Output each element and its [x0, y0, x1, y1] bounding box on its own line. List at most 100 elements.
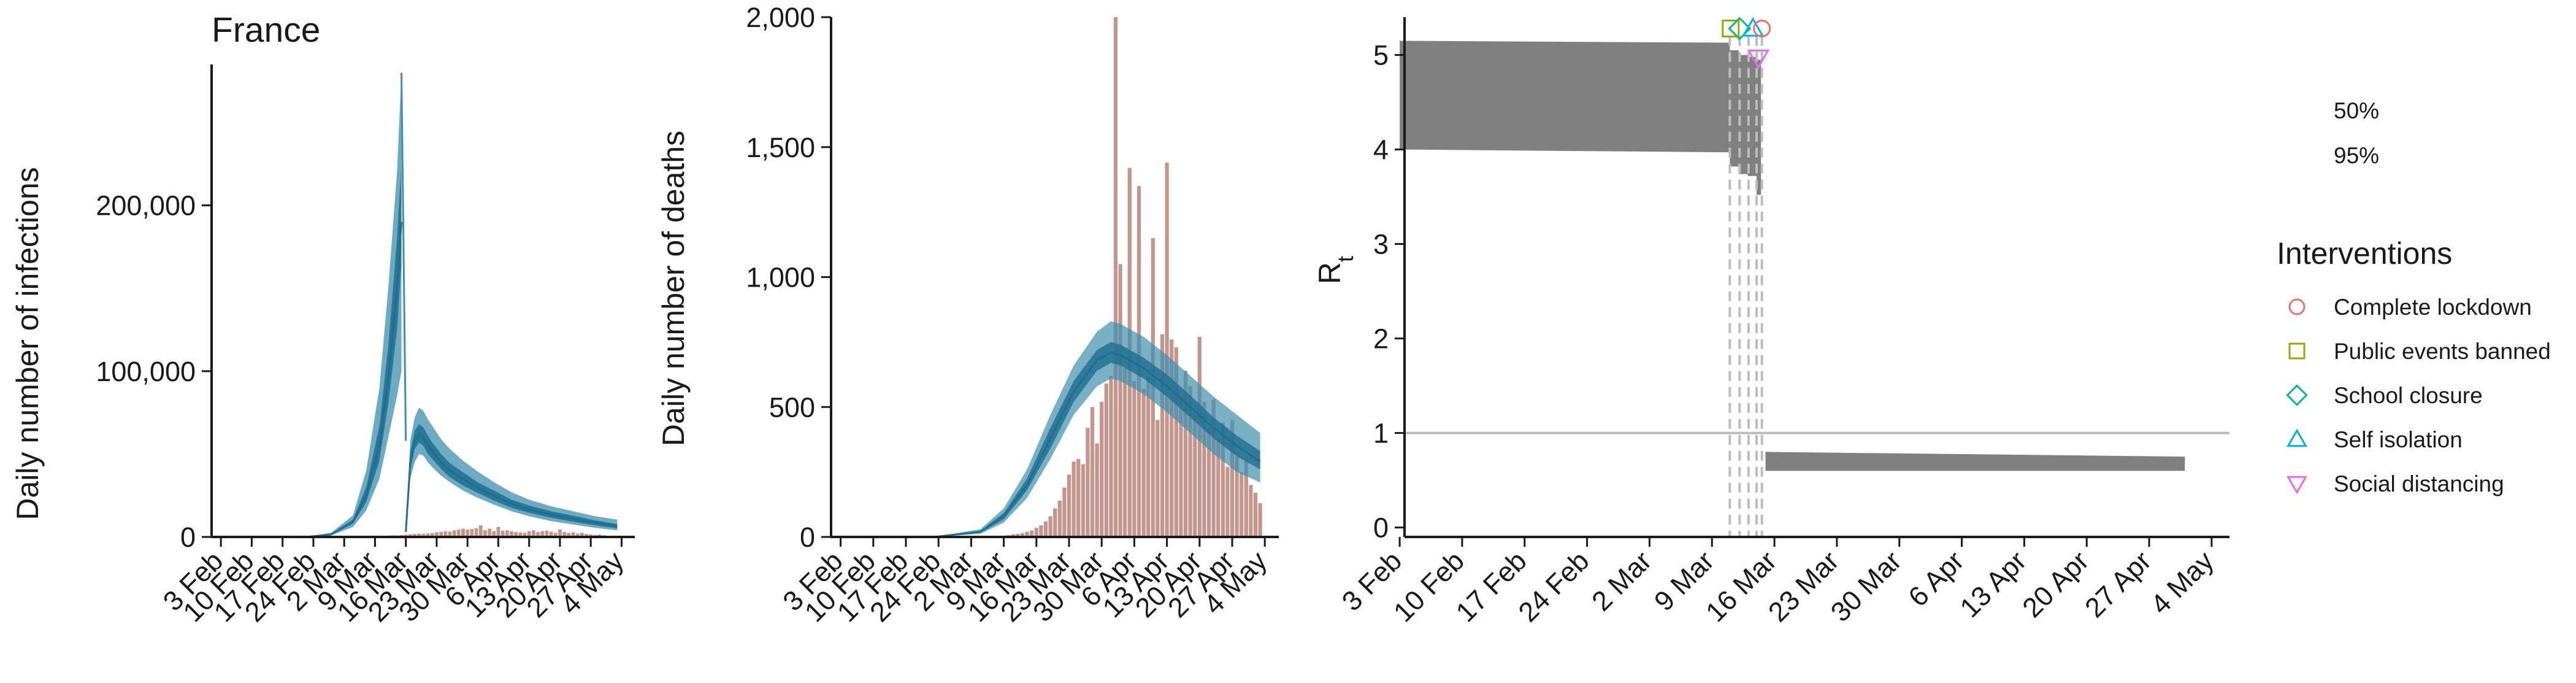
intervention-marker — [1753, 19, 1771, 37]
death-bar — [1179, 396, 1183, 537]
observed-case-bar — [466, 529, 470, 537]
observed-case-bar — [474, 528, 478, 537]
y-tick-label: 100,000 — [96, 356, 196, 387]
death-bar — [1160, 334, 1165, 537]
death-bar — [1011, 534, 1015, 537]
deaths-band-95 — [933, 321, 1260, 537]
x-tick-label: 13 Apr — [1953, 545, 2032, 623]
rt-band-segment — [1747, 56, 1757, 176]
death-bar — [1258, 503, 1262, 537]
observed-case-bar — [448, 531, 452, 537]
panel-title: France — [212, 10, 320, 50]
legend-label-school: School closure — [2334, 383, 2483, 408]
y-tick-label: 0 — [1373, 512, 1389, 544]
observed-case-bar — [518, 532, 523, 537]
y-tick-label: 2,000 — [746, 2, 815, 33]
observed-case-bar — [488, 528, 491, 537]
observed-case-bar — [562, 531, 567, 537]
y-tick-label: 200,000 — [96, 190, 196, 222]
death-bar — [1071, 461, 1076, 537]
observed-case-bar — [426, 533, 430, 537]
x-tick-label: 16 Mar — [1700, 545, 1782, 628]
intervention-marker — [1747, 50, 1770, 69]
deaths-y-axis-title: Daily number of deaths — [656, 131, 691, 446]
death-bar — [1104, 384, 1108, 537]
observed-case-bar — [575, 533, 580, 537]
death-bar — [1090, 407, 1095, 537]
death-bar — [1095, 443, 1099, 537]
death-bar — [1067, 474, 1071, 537]
deaths-mean-line — [933, 351, 1261, 538]
legend-band-label: 50% — [2334, 98, 2379, 123]
intervention-marker — [1741, 17, 1765, 37]
death-bar — [1240, 472, 1244, 537]
rt-band-segment — [1738, 55, 1748, 174]
y-tick-label: 1,000 — [746, 262, 815, 293]
death-bar — [1146, 376, 1151, 537]
observed-case-bar — [483, 530, 487, 537]
observed-case-bar — [496, 527, 500, 537]
observed-case-bar — [580, 533, 584, 537]
observed-case-bar — [443, 531, 448, 537]
death-bar — [1030, 530, 1034, 537]
observed-case-bar — [478, 525, 483, 537]
observed-case-bar — [549, 531, 553, 537]
death-bar — [1253, 493, 1258, 537]
death-bar — [1244, 458, 1248, 537]
x-tick-label: 4 May — [2144, 545, 2220, 620]
observed-case-bar — [553, 533, 558, 537]
observed-case-bar — [571, 532, 575, 537]
rt-band-segment — [1730, 50, 1739, 167]
legend-marker-distancing — [2287, 476, 2307, 495]
infections-band-95 — [405, 407, 618, 534]
intervention-marker — [1722, 19, 1740, 37]
observed-case-bar — [540, 531, 545, 537]
infections-y-axis-title: Daily number of infections — [10, 167, 45, 520]
infections-panel: France Daily number of infections 3 Feb1… — [10, 10, 635, 628]
infections-mean-line — [405, 433, 618, 532]
y-tick-label: 5 — [1373, 40, 1389, 71]
rt-band-segment — [1765, 452, 2185, 471]
observed-case-bar — [435, 532, 439, 537]
death-bar — [1235, 456, 1239, 537]
death-bar — [1076, 458, 1081, 537]
death-bar — [1216, 438, 1221, 537]
intervention-marker — [1728, 17, 1752, 41]
death-bar — [1156, 420, 1160, 537]
observed-case-bar — [421, 533, 426, 537]
observed-case-bar — [510, 531, 513, 537]
legend-label-events: Public events banned — [2334, 339, 2551, 364]
y-tick-label: 1,500 — [746, 132, 815, 163]
observed-case-bar — [452, 530, 456, 537]
death-bar — [1016, 533, 1020, 537]
observed-case-bar — [408, 534, 412, 537]
observed-case-bar — [492, 531, 496, 537]
legend-marker-events — [2288, 342, 2306, 360]
infections-band-50 — [405, 424, 618, 533]
x-tick-label: 27 Apr — [2079, 545, 2157, 623]
observed-case-bar — [413, 534, 416, 537]
rt-band-segment — [1400, 41, 1730, 153]
death-bar — [1053, 508, 1057, 537]
y-tick-label: 500 — [769, 392, 815, 423]
death-bar — [1230, 420, 1235, 537]
death-bar — [1118, 264, 1122, 537]
death-bar — [1039, 525, 1043, 537]
observed-case-bar — [536, 531, 540, 537]
legend-label-isolation: Self isolation — [2334, 427, 2463, 452]
y-tick-label: 3 — [1373, 229, 1389, 260]
legend-label-distancing: Social distancing — [2334, 471, 2504, 496]
y-tick-label: 0 — [800, 522, 815, 553]
observed-case-bar — [430, 533, 434, 537]
x-tick-label: 23 Mar — [1762, 545, 1845, 628]
death-bar — [1174, 347, 1178, 537]
death-bar — [1249, 485, 1253, 537]
death-bar — [1086, 428, 1090, 537]
observed-case-bar — [589, 534, 593, 537]
rt-y-axis-title-subscript: t — [1333, 256, 1358, 262]
